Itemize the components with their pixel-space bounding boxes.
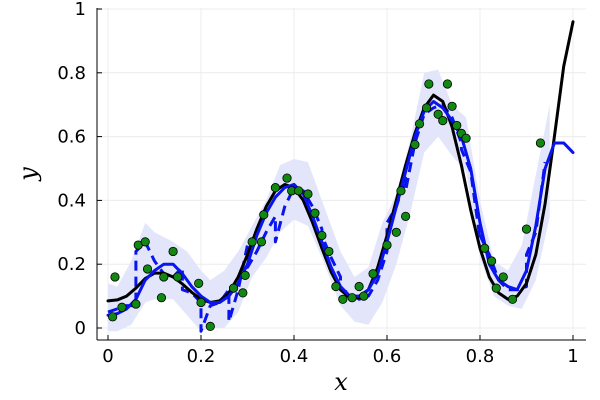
data-point: [347, 293, 357, 303]
x-tick-label: 0: [102, 346, 113, 367]
data-point: [447, 101, 457, 111]
data-point: [142, 264, 153, 274]
x-tick-label: 0.8: [466, 346, 495, 367]
data-point: [256, 237, 267, 247]
data-point: [196, 297, 206, 308]
data-point: [303, 189, 313, 199]
y-tick-label: 0.2: [57, 254, 86, 275]
data-point: [396, 186, 406, 196]
data-point: [159, 272, 169, 282]
data-point: [391, 227, 401, 237]
x-tick-label: 0.6: [373, 346, 402, 367]
axes: [96, 8, 586, 341]
data-point: [131, 299, 141, 309]
data-point: [400, 211, 411, 221]
y-tick-label: 0.6: [57, 127, 86, 148]
data-point: [110, 272, 120, 282]
x-tick-label: 0.4: [280, 346, 309, 367]
y-tick-label: 0.4: [57, 190, 86, 211]
grid: [97, 8, 586, 340]
data-point: [168, 246, 178, 257]
data-point: [487, 256, 497, 266]
x-tick-label: 1: [567, 346, 578, 367]
x-axis-label: x: [334, 368, 348, 396]
y-axis-label: y: [14, 167, 42, 182]
data-point: [424, 79, 434, 89]
data-point: [259, 210, 269, 220]
data-point: [442, 79, 453, 89]
data-point: [535, 138, 546, 148]
data-point: [173, 272, 183, 282]
data-point: [368, 269, 378, 279]
data-point: [507, 294, 518, 304]
data-point: [331, 281, 341, 292]
data-point: [382, 240, 392, 250]
data-point: [247, 237, 257, 247]
data-point: [338, 294, 348, 304]
data-point: [282, 173, 292, 183]
data-point: [491, 283, 501, 293]
data-points: [108, 79, 546, 332]
data-point: [270, 183, 280, 193]
uncertainty-band: [108, 69, 550, 332]
data-point: [140, 237, 150, 247]
y-tick-label: 0.8: [57, 63, 86, 84]
data-point: [433, 109, 443, 119]
data-point: [324, 246, 334, 257]
data-point: [521, 224, 532, 234]
data-point: [310, 208, 320, 218]
data-point: [317, 230, 327, 241]
data-point: [156, 293, 167, 303]
data-point: [108, 312, 118, 322]
y-tick-label: 1: [75, 0, 86, 20]
data-point: [410, 139, 420, 150]
data-point: [238, 288, 248, 298]
solid-blue-line: [106, 100, 575, 317]
confidence-band: [108, 69, 550, 332]
data-point: [240, 270, 250, 280]
data-point: [452, 120, 462, 131]
data-point: [117, 302, 127, 312]
data-point: [461, 133, 471, 143]
data-point: [228, 283, 239, 293]
x-tick-label: 0.2: [187, 346, 216, 367]
tick-labels: 0 0.2 0.4 0.6 0.8 1 0 0.2 0.4 0.6 0.8 1: [57, 0, 578, 367]
data-point: [414, 119, 425, 129]
data-point: [421, 103, 432, 113]
data-point: [438, 116, 448, 126]
data-point: [194, 278, 204, 288]
data-point: [354, 281, 364, 292]
data-point: [205, 321, 215, 332]
data-point: [359, 291, 369, 301]
data-point: [480, 243, 490, 253]
data-point: [498, 272, 508, 282]
data-point: [294, 186, 304, 196]
y-tick-label: 0: [75, 318, 86, 339]
